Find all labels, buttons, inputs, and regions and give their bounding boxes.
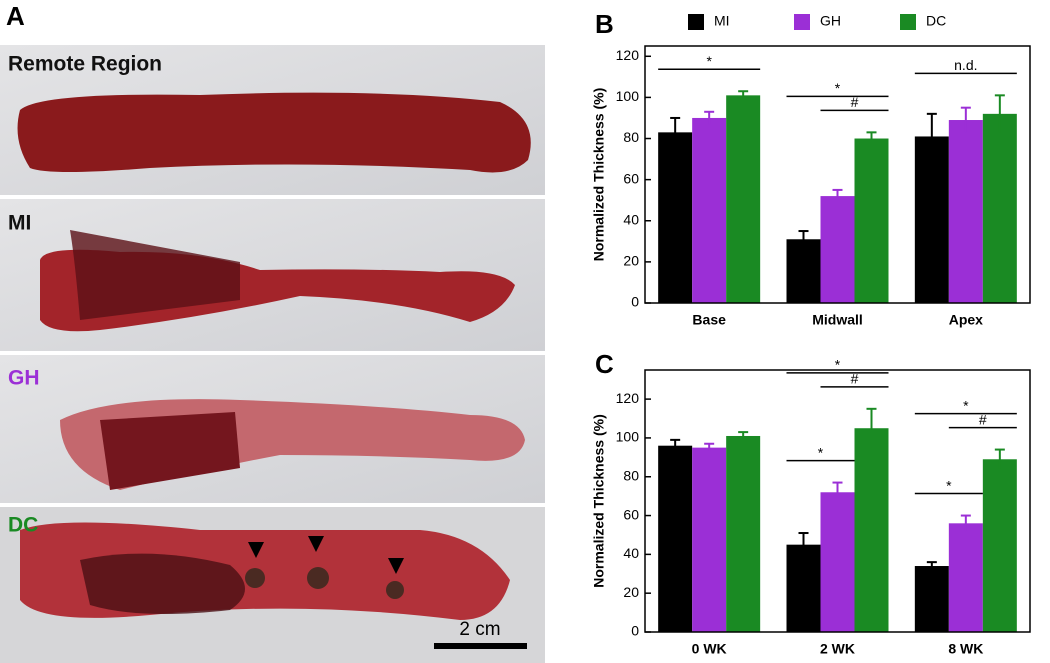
- bar: [854, 138, 889, 303]
- significance-label: *: [946, 477, 952, 493]
- legend-label: DC: [926, 13, 946, 29]
- significance-label: *: [835, 80, 841, 96]
- y-tick-label: 100: [616, 429, 640, 445]
- y-tick-label: 0: [631, 294, 639, 310]
- tissue: [70, 230, 240, 320]
- legend-swatch: [688, 14, 704, 30]
- bar: [692, 447, 727, 632]
- bar: [726, 95, 761, 304]
- section-label: GH: [8, 367, 40, 390]
- y-tick-label: 80: [623, 467, 639, 483]
- significance-label: *: [835, 357, 841, 373]
- scale-label: 2 cm: [459, 619, 500, 640]
- bar: [982, 113, 1017, 304]
- y-tick-label: 120: [616, 390, 640, 406]
- bar: [726, 435, 761, 632]
- significance-label: #: [979, 411, 987, 427]
- tissue: [17, 92, 531, 173]
- y-tick-label: 80: [623, 129, 639, 145]
- bar: [820, 196, 855, 303]
- bar: [982, 459, 1017, 632]
- y-axis-label: Normalized Thickness (%): [591, 88, 607, 262]
- y-tick-label: 100: [616, 88, 640, 104]
- x-tick-label: Midwall: [812, 312, 863, 328]
- y-tick-label: 20: [623, 584, 639, 600]
- tissue: [100, 412, 240, 490]
- section-label: Remote Region: [8, 53, 162, 76]
- y-tick-label: 40: [623, 211, 639, 227]
- y-tick-label: 20: [623, 253, 639, 269]
- patch: [386, 581, 404, 599]
- panel-label: A: [6, 1, 25, 31]
- significance-label: *: [706, 53, 712, 69]
- x-tick-label: 8 WK: [948, 641, 983, 657]
- legend-swatch: [794, 14, 810, 30]
- bar: [786, 544, 821, 632]
- bar: [914, 136, 949, 303]
- bar: [914, 566, 949, 632]
- x-tick-label: 0 WK: [692, 641, 727, 657]
- legend-swatch: [900, 14, 916, 30]
- legend-label: MI: [714, 13, 730, 29]
- bar: [786, 239, 821, 303]
- significance-label: #: [851, 94, 859, 110]
- tissue: [80, 553, 245, 614]
- patch: [245, 568, 265, 588]
- bar: [658, 445, 693, 632]
- y-tick-label: 60: [623, 506, 639, 522]
- section-label: DC: [8, 514, 38, 537]
- patch: [307, 567, 329, 589]
- panel-label: C: [595, 349, 614, 379]
- significance-label: *: [963, 397, 969, 413]
- section-label: MI: [8, 212, 31, 235]
- plot-frame: [644, 45, 1031, 304]
- y-tick-label: 40: [623, 545, 639, 561]
- x-tick-label: 2 WK: [820, 641, 855, 657]
- significance-label: #: [851, 371, 859, 387]
- bar: [692, 117, 727, 304]
- bar: [658, 132, 693, 303]
- significance-label: n.d.: [954, 57, 977, 73]
- y-tick-label: 0: [631, 623, 639, 639]
- plot-frame: [644, 369, 1031, 633]
- significance-label: *: [818, 444, 824, 460]
- y-axis-label: Normalized Thickness (%): [591, 414, 607, 588]
- bar: [948, 523, 983, 632]
- panel-label: B: [595, 9, 614, 39]
- y-tick-label: 60: [623, 170, 639, 186]
- x-tick-label: Apex: [949, 312, 983, 328]
- bar: [854, 428, 889, 632]
- bar: [948, 120, 983, 304]
- panel-a: A Remote Region MI GH DC 2 cm: [0, 1, 545, 663]
- legend-label: GH: [820, 13, 841, 29]
- y-tick-label: 120: [616, 47, 640, 63]
- x-tick-label: Base: [692, 312, 726, 328]
- bar: [820, 492, 855, 632]
